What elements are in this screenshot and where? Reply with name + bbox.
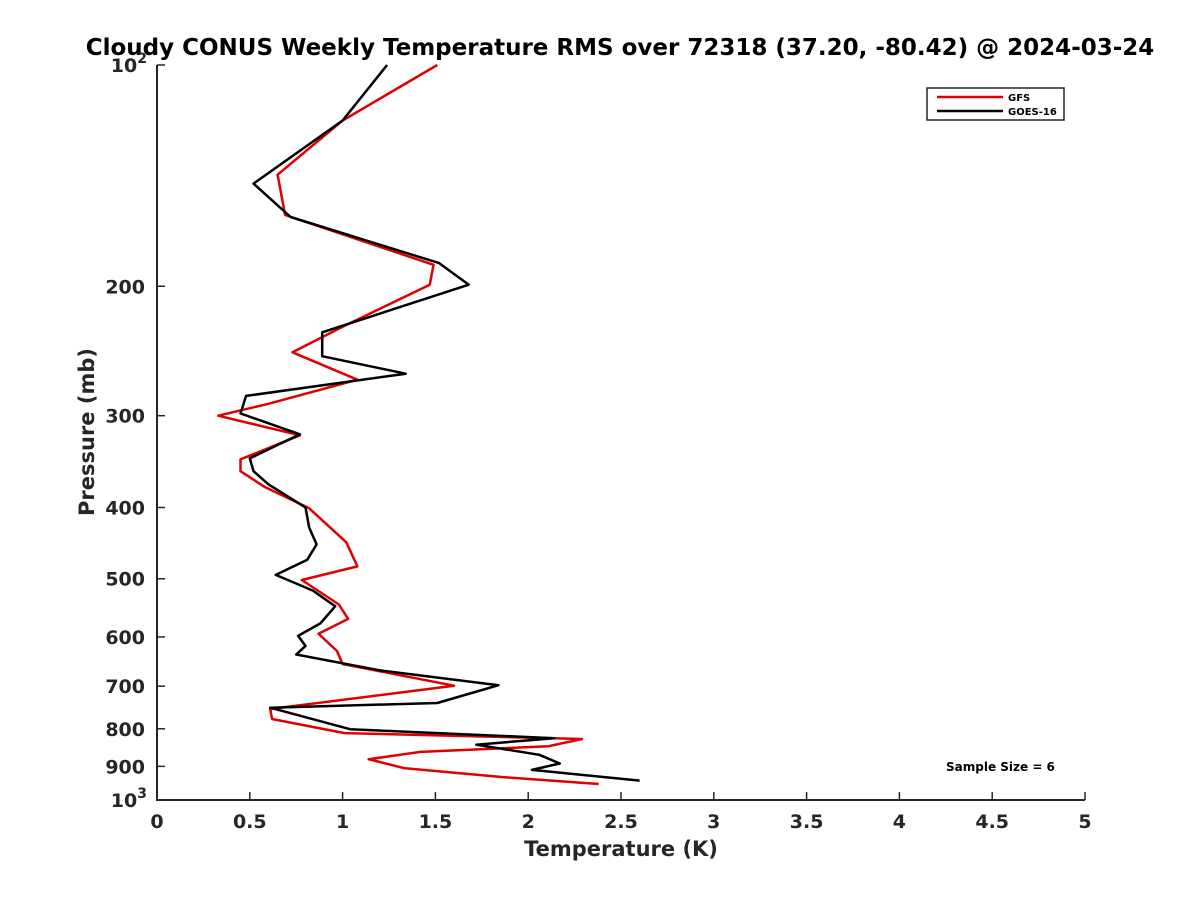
x-tick-label: 5 bbox=[1078, 811, 1091, 833]
y-tick-label: 103 bbox=[111, 786, 147, 812]
x-axis: 0 0.5 1 1.5 2 2.5 3 3.5 4 4.5 5 bbox=[150, 792, 1092, 833]
legend-box bbox=[926, 87, 1065, 121]
x-tick-label: 3 bbox=[707, 811, 720, 833]
y-axis-label: Pressure (mb) bbox=[75, 348, 99, 516]
y-tick-label: 600 bbox=[105, 627, 145, 649]
x-tick-label: 1 bbox=[336, 811, 349, 833]
series-layer bbox=[216, 63, 640, 786]
y-tick-label-base: 10 bbox=[111, 55, 137, 77]
y-tick-label: 900 bbox=[105, 756, 145, 778]
x-tick-label: 4.5 bbox=[975, 811, 1009, 833]
x-tick-label: 2 bbox=[522, 811, 535, 833]
x-tick-label: 4 bbox=[893, 811, 906, 833]
x-axis-label: Temperature (K) bbox=[524, 837, 718, 861]
y-tick-label-base: 10 bbox=[111, 790, 137, 812]
y-tick-label-exponent: 2 bbox=[137, 51, 147, 67]
plot-area: 0 0.5 1 1.5 2 2.5 3 3.5 4 4.5 5 102200300400500600… bbox=[105, 51, 1091, 833]
sample-size-annotation: Sample Size = 6 bbox=[946, 760, 1055, 774]
y-tick-label-exponent: 3 bbox=[137, 786, 147, 802]
x-tick-label: 0.5 bbox=[233, 811, 267, 833]
legend: GFS GOES-16 bbox=[926, 87, 1065, 121]
y-tick-label: 400 bbox=[105, 498, 145, 520]
y-tick-label: 800 bbox=[105, 719, 145, 741]
x-tick-label: 2.5 bbox=[604, 811, 638, 833]
series-line-gfs bbox=[216, 63, 599, 786]
y-tick-label: 200 bbox=[105, 276, 145, 298]
y-tick-label: 102 bbox=[111, 51, 147, 77]
x-tick-label: 1.5 bbox=[419, 811, 453, 833]
x-tick-label: 3.5 bbox=[790, 811, 824, 833]
y-tick-label: 700 bbox=[105, 676, 145, 698]
chart-title: Cloudy CONUS Weekly Temperature RMS over… bbox=[86, 35, 1155, 61]
x-tick-label: 0 bbox=[150, 811, 163, 833]
y-tick-label: 300 bbox=[105, 406, 145, 428]
legend-label-goes-16: GOES-16 bbox=[1008, 107, 1057, 118]
y-tick-label: 500 bbox=[105, 569, 145, 591]
series-line-goes-16 bbox=[239, 64, 640, 782]
legend-label-gfs: GFS bbox=[1008, 93, 1030, 104]
